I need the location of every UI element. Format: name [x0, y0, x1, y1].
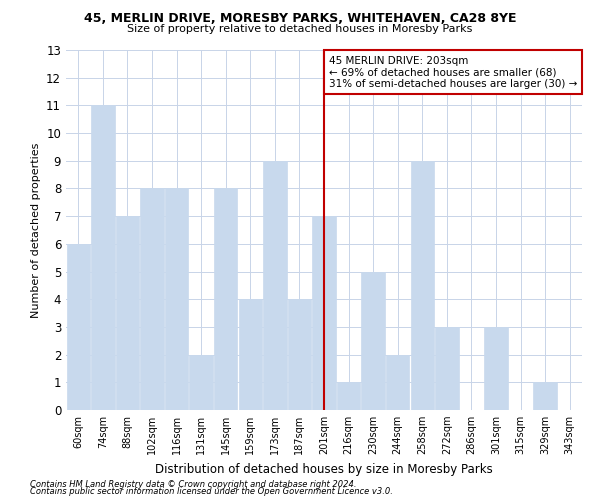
Bar: [214, 188, 238, 410]
Bar: [116, 216, 139, 410]
Bar: [410, 161, 434, 410]
Text: 45 MERLIN DRIVE: 203sqm
← 69% of detached houses are smaller (68)
31% of semi-de: 45 MERLIN DRIVE: 203sqm ← 69% of detache…: [329, 56, 577, 88]
Bar: [533, 382, 557, 410]
Y-axis label: Number of detached properties: Number of detached properties: [31, 142, 41, 318]
Text: 45, MERLIN DRIVE, MORESBY PARKS, WHITEHAVEN, CA28 8YE: 45, MERLIN DRIVE, MORESBY PARKS, WHITEHA…: [84, 12, 516, 26]
Bar: [67, 244, 90, 410]
Bar: [165, 188, 188, 410]
Bar: [337, 382, 360, 410]
Bar: [435, 327, 458, 410]
X-axis label: Distribution of detached houses by size in Moresby Parks: Distribution of detached houses by size …: [155, 462, 493, 475]
Bar: [386, 354, 409, 410]
Text: Size of property relative to detached houses in Moresby Parks: Size of property relative to detached ho…: [127, 24, 473, 34]
Bar: [313, 216, 335, 410]
Bar: [288, 299, 311, 410]
Bar: [263, 161, 287, 410]
Text: Contains HM Land Registry data © Crown copyright and database right 2024.: Contains HM Land Registry data © Crown c…: [30, 480, 356, 489]
Bar: [91, 106, 115, 410]
Bar: [190, 354, 213, 410]
Text: Contains public sector information licensed under the Open Government Licence v3: Contains public sector information licen…: [30, 487, 393, 496]
Bar: [361, 272, 385, 410]
Bar: [239, 299, 262, 410]
Bar: [140, 188, 164, 410]
Bar: [484, 327, 508, 410]
